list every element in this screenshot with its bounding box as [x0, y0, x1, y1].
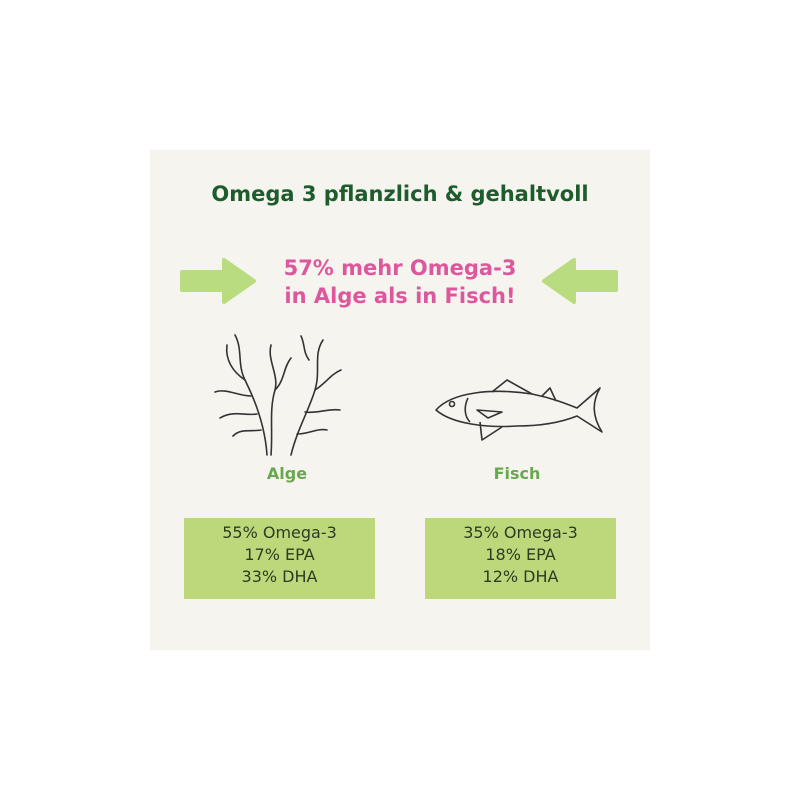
fisch-epa: 18% EPA — [485, 545, 556, 564]
fisch-label: Fisch — [493, 464, 541, 483]
alge-stats-box: 55% Omega-3 17% EPA 33% DHA — [184, 518, 375, 599]
alge-label: Alge — [266, 464, 308, 483]
fisch-stats-box: 35% Omega-3 18% EPA 12% DHA — [425, 518, 616, 599]
alge-dha: 33% DHA — [241, 567, 318, 586]
infographic-card: Omega 3 pflanzlich & gehaltvoll 57% mehr… — [150, 150, 650, 650]
alge-epa: 17% EPA — [244, 545, 315, 564]
fish-icon — [435, 379, 603, 441]
headline-line-1: 57% mehr Omega-3 — [283, 256, 517, 280]
arrow-right-icon — [180, 258, 256, 304]
seaweed-icon — [214, 334, 342, 456]
headline: 57% mehr Omega-3 in Alge als in Fisch! — [250, 254, 550, 310]
alge-omega3: 55% Omega-3 — [222, 523, 337, 542]
title: Omega 3 pflanzlich & gehaltvoll — [211, 182, 589, 206]
arrow-left-icon — [542, 258, 618, 304]
headline-line-2: in Alge als in Fisch! — [284, 284, 516, 308]
fisch-dha: 12% DHA — [482, 567, 559, 586]
fisch-omega3: 35% Omega-3 — [463, 523, 578, 542]
